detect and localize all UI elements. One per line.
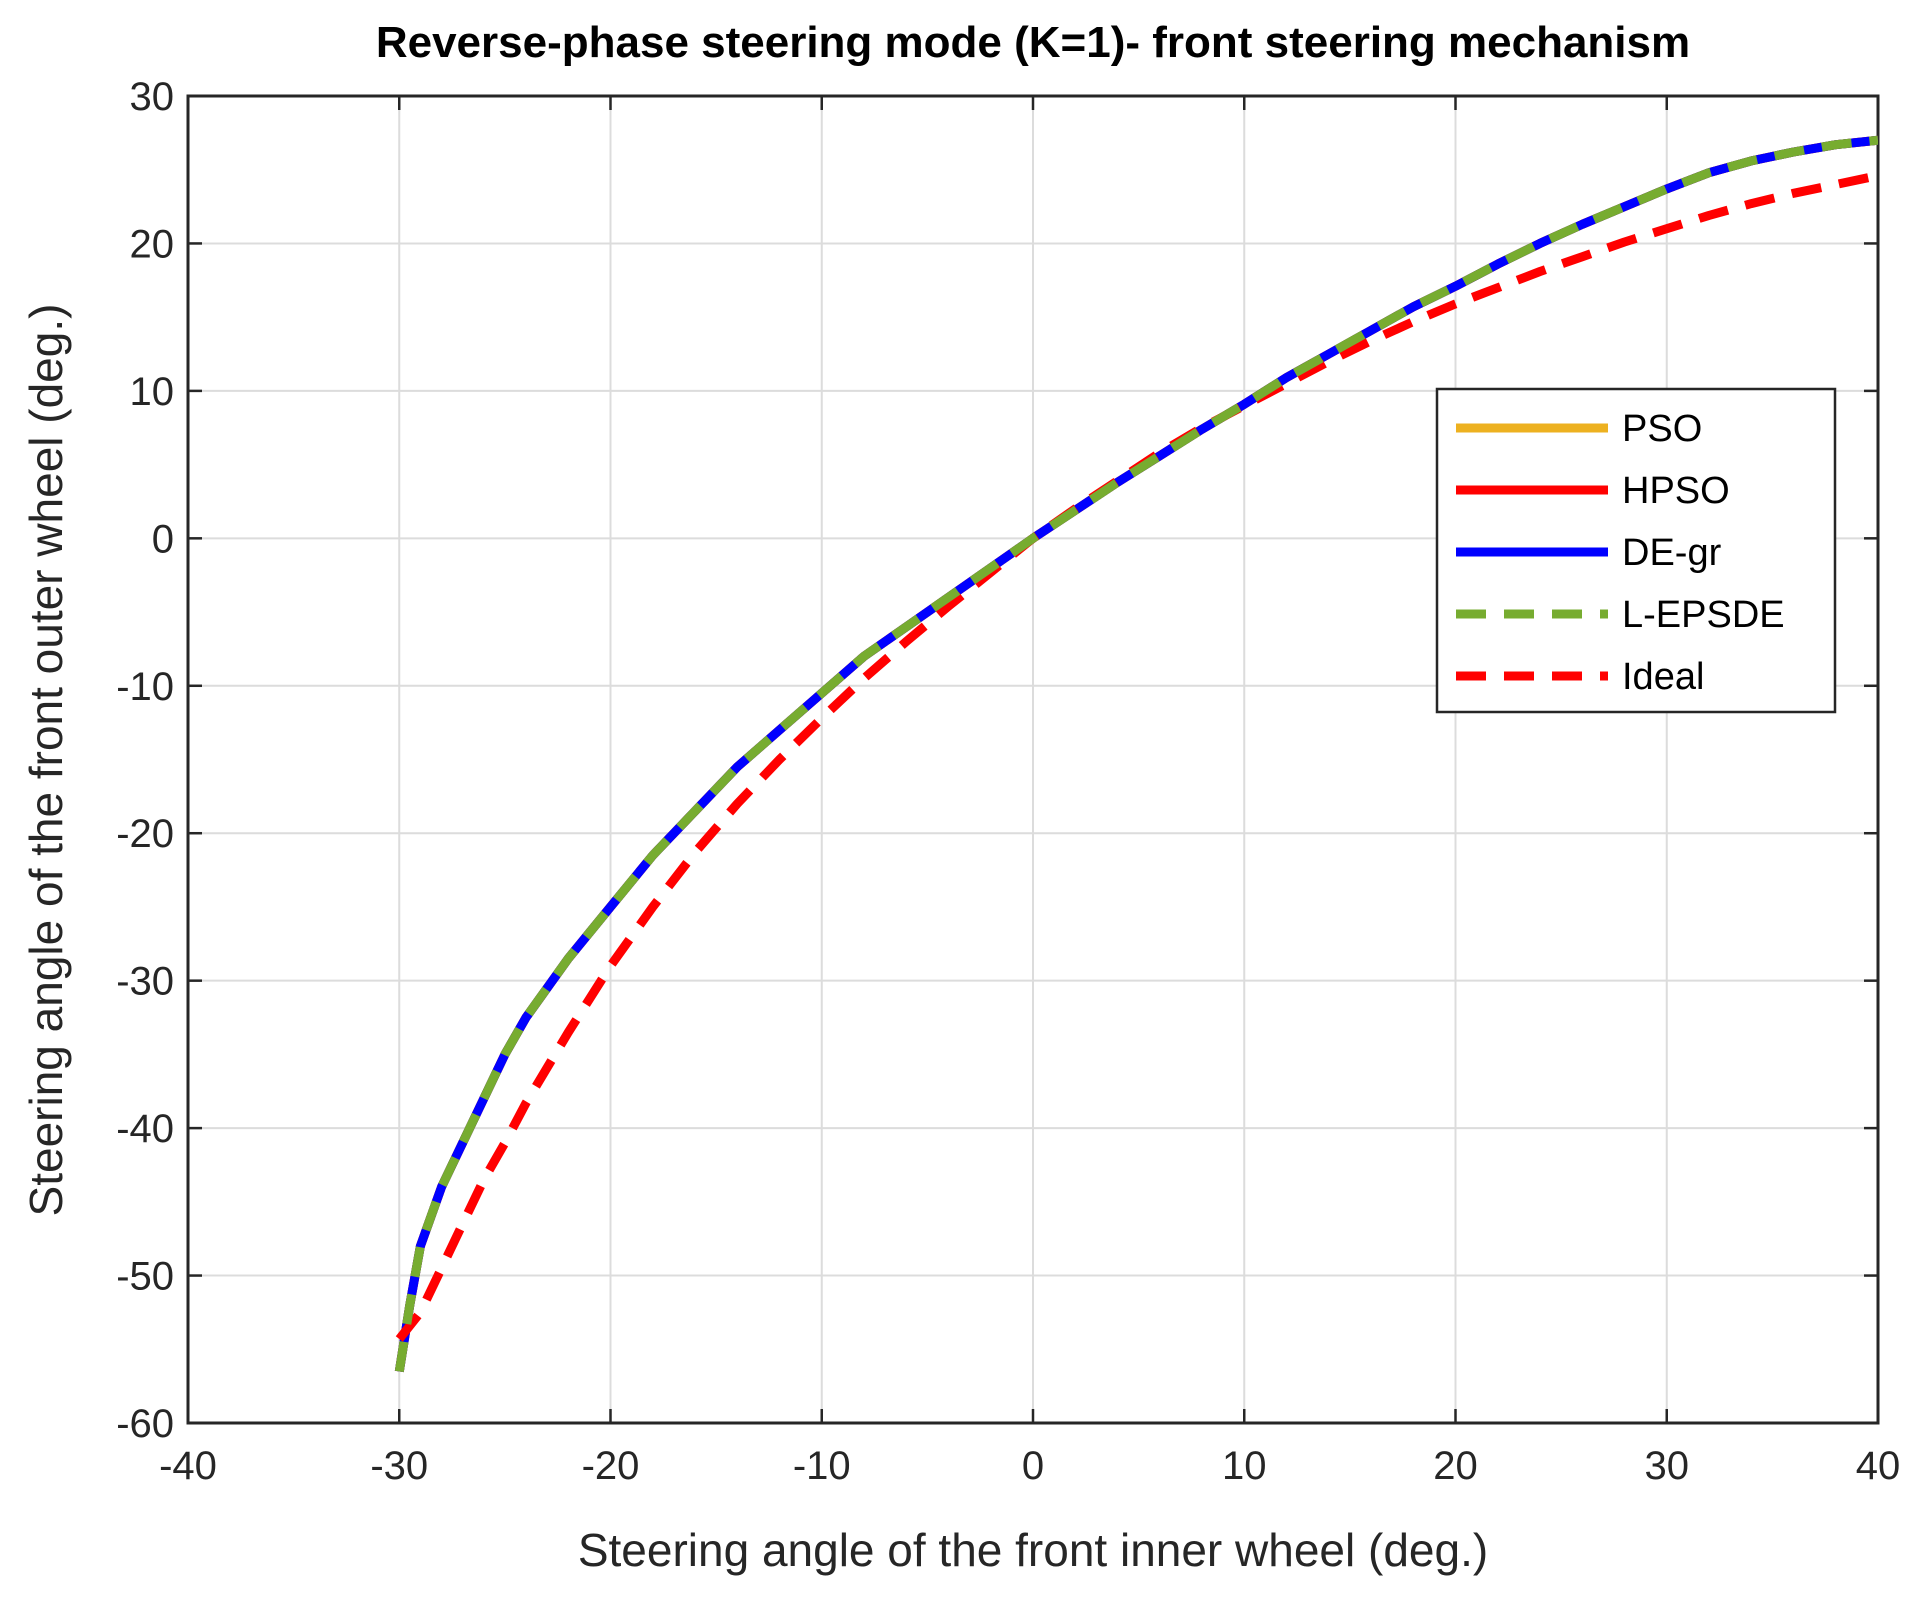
y-tick-label: -60 xyxy=(116,1402,174,1446)
legend-label: DE-gr xyxy=(1622,532,1722,574)
y-tick-label: 0 xyxy=(152,517,174,561)
legend-label: Ideal xyxy=(1622,656,1704,698)
y-tick-label: 30 xyxy=(130,75,175,119)
x-tick-label: -10 xyxy=(793,1444,851,1488)
x-tick-label: 10 xyxy=(1222,1444,1267,1488)
x-tick-label: 0 xyxy=(1022,1444,1044,1488)
y-axis-label: Steering angle of the front outer wheel … xyxy=(20,304,72,1217)
x-tick-label: -30 xyxy=(370,1444,428,1488)
axis-ticks: -40 -30 -20 -10 0 10 20 30 40 -60 -50 -40 -30 -20 -10 0… xyxy=(116,75,1900,1488)
legend-label: L-EPSDE xyxy=(1622,594,1785,636)
series-lines xyxy=(394,135,1878,1373)
chart-title: Reverse-phase steering mode (K=1)- front… xyxy=(376,18,1690,67)
series-line-l-epsde xyxy=(394,135,1878,1373)
x-tick-label: 20 xyxy=(1433,1444,1478,1488)
y-tick-label: -30 xyxy=(116,960,174,1004)
y-tick-label: -10 xyxy=(116,665,174,709)
x-tick-label: 30 xyxy=(1645,1444,1690,1488)
y-tick-label: 20 xyxy=(130,222,175,266)
x-tick-label: -20 xyxy=(582,1444,640,1488)
x-axis-label: Steering angle of the front inner wheel … xyxy=(578,1524,1488,1576)
legend: PSO HPSO DE-gr L-EPSDE Ideal xyxy=(1435,387,1837,714)
legend-label: PSO xyxy=(1622,408,1702,450)
y-tick-label: 10 xyxy=(130,370,175,414)
x-tick-label: -40 xyxy=(159,1444,217,1488)
y-tick-label: -50 xyxy=(116,1255,174,1299)
x-tick-label: 40 xyxy=(1856,1444,1901,1488)
y-tick-label: -20 xyxy=(116,812,174,856)
legend-label: HPSO xyxy=(1622,470,1730,512)
y-tick-label: -40 xyxy=(116,1107,174,1151)
